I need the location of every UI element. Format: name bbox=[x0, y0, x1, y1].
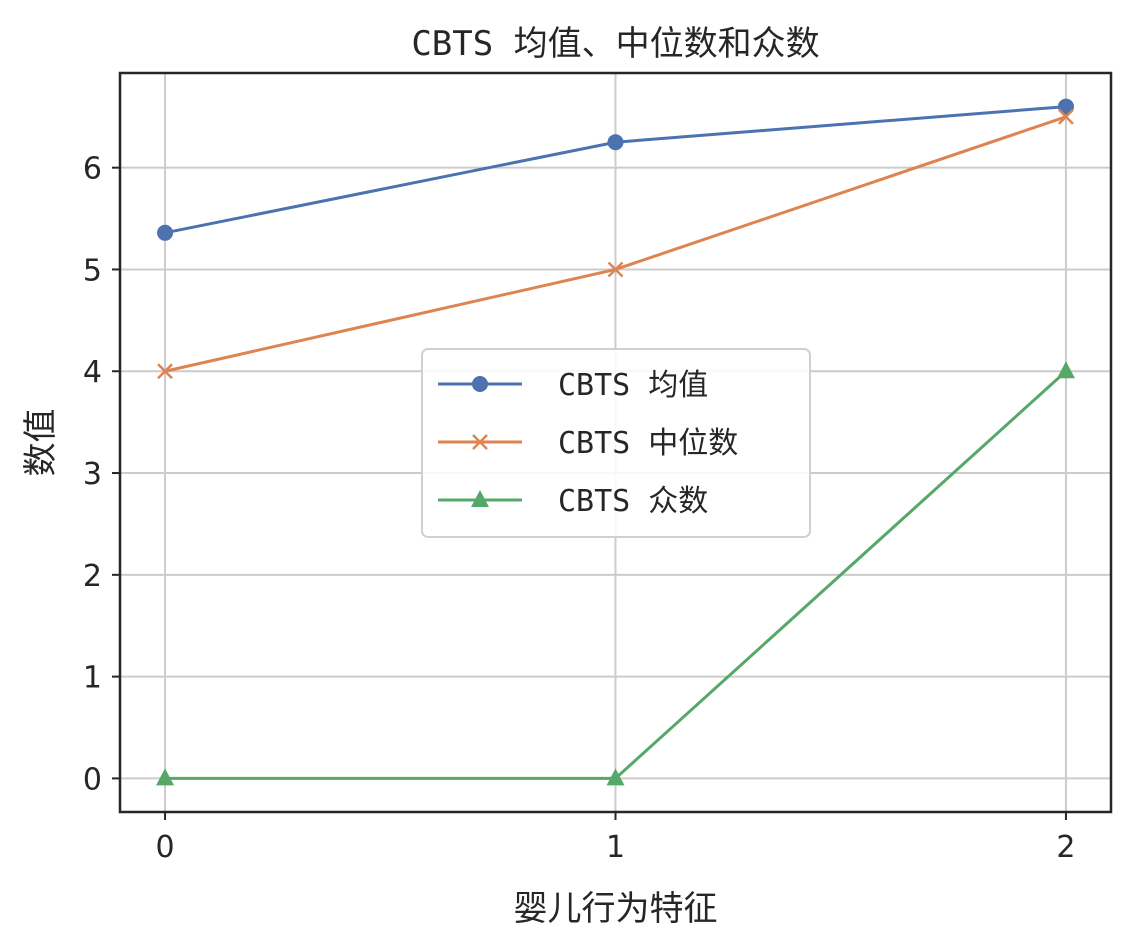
marker-stroke bbox=[157, 363, 173, 380]
legend-marker bbox=[472, 376, 488, 392]
data-point bbox=[1056, 361, 1075, 379]
legend-label: CBTS 均值 bbox=[558, 368, 708, 403]
data-point bbox=[607, 261, 624, 278]
marker-stroke bbox=[472, 434, 488, 450]
chart-title: CBTS 均值、中位数和众数 bbox=[411, 24, 819, 64]
y-axis-title: 数值 bbox=[21, 409, 61, 477]
legend-box bbox=[421, 348, 811, 538]
legend-marker bbox=[472, 434, 488, 450]
data-point bbox=[607, 134, 624, 151]
x-tick-label: 0 bbox=[155, 830, 174, 865]
legend-label: CBTS 众数 bbox=[558, 484, 708, 519]
legend: CBTS 均值 CBTS 中位数 CBTS 众数 bbox=[421, 348, 811, 538]
series-layer bbox=[156, 98, 1075, 786]
x-tick-label: 1 bbox=[606, 830, 625, 865]
tick-layer: 0 1 2 0 1 2 3 4 5 6 bbox=[83, 152, 1076, 865]
legend-entry: CBTS 中位数 bbox=[438, 426, 738, 461]
x-tick-label: 2 bbox=[1056, 830, 1075, 865]
x-axis-title: 婴儿行为特征 bbox=[514, 889, 718, 929]
marker-stroke bbox=[1058, 108, 1074, 125]
y-tick-label: 0 bbox=[83, 762, 102, 797]
data-point bbox=[157, 224, 174, 241]
data-point bbox=[606, 768, 625, 786]
y-tick-label: 5 bbox=[83, 253, 102, 288]
legend-label: CBTS 中位数 bbox=[558, 426, 738, 461]
y-tick-label: 3 bbox=[83, 457, 102, 492]
y-tick-label: 4 bbox=[83, 355, 102, 390]
series-1 bbox=[157, 108, 1074, 380]
series-0 bbox=[157, 98, 1074, 241]
data-point bbox=[1057, 98, 1074, 115]
legend-entry: CBTS 均值 bbox=[438, 368, 708, 403]
legend-marker bbox=[471, 490, 489, 507]
marker-stroke bbox=[607, 261, 624, 278]
series-2 bbox=[156, 361, 1075, 786]
y-tick-label: 2 bbox=[83, 559, 102, 594]
data-point bbox=[156, 768, 175, 786]
data-point bbox=[157, 363, 173, 380]
y-tick-label: 1 bbox=[83, 661, 102, 696]
y-tick-label: 6 bbox=[83, 152, 102, 187]
data-point bbox=[1058, 108, 1074, 125]
legend-entry: CBTS 众数 bbox=[438, 484, 708, 519]
